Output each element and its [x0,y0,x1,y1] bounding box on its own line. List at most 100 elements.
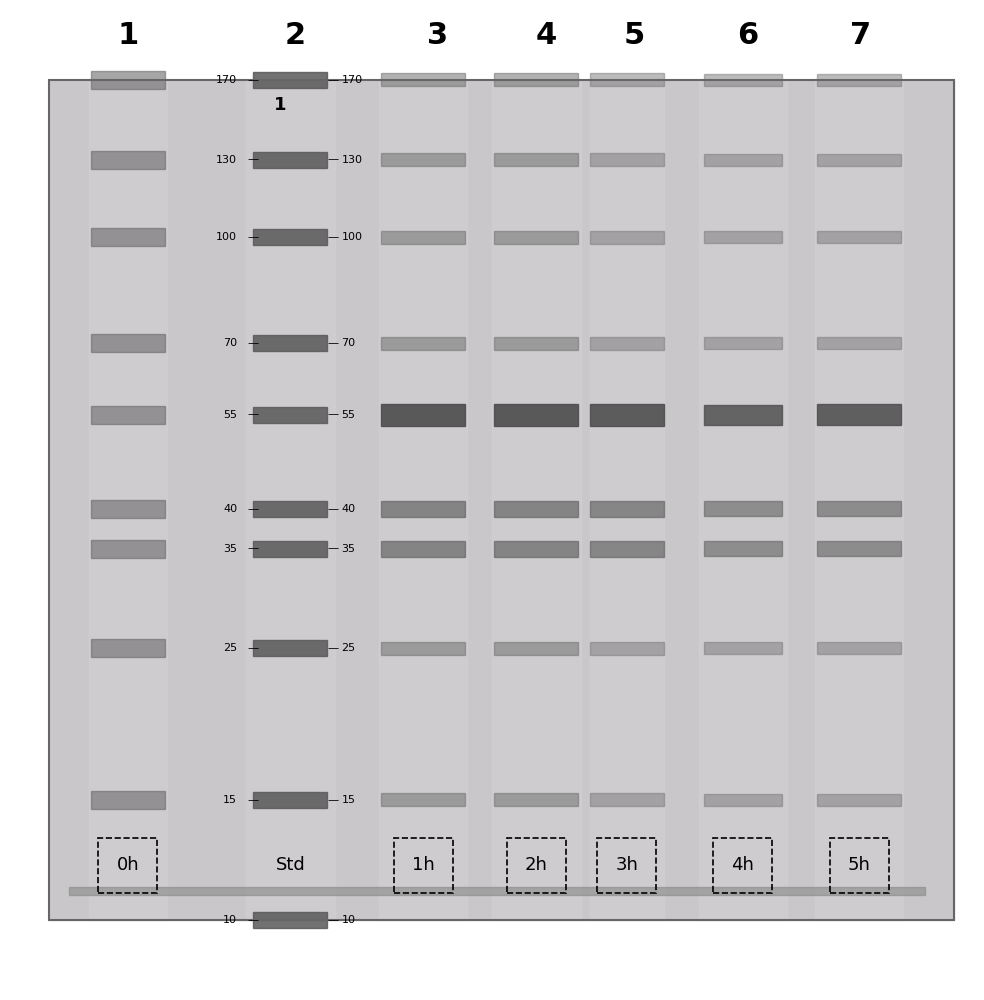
Text: 130: 130 [216,155,237,165]
Bar [495,231,579,244]
Bar [254,72,327,88]
Bar [254,541,327,557]
Bar [704,541,782,556]
Bar [0,0,984,80]
Text: 15: 15 [223,795,237,805]
Text: 170: 170 [216,75,237,85]
Bar [590,337,663,350]
Bar [254,335,327,351]
Bar [590,153,663,166]
Text: 70: 70 [341,338,355,348]
Text: 55: 55 [223,410,237,420]
Bar [382,541,464,557]
Bar [91,540,164,558]
Bar [704,337,782,349]
Bar [246,80,335,920]
Bar [379,80,467,920]
Text: —: — [328,410,338,420]
Bar [91,151,164,169]
Text: 1h: 1h [411,856,435,874]
Bar [817,231,901,243]
Bar [590,80,663,920]
Text: 130: 130 [341,155,362,165]
Text: 100: 100 [341,232,362,242]
Text: 55: 55 [341,410,355,420]
Text: —: — [247,504,258,514]
Text: 10: 10 [223,915,237,925]
Text: —: — [247,338,258,348]
Bar [590,793,663,806]
Bar [815,80,903,920]
Text: —: — [328,155,338,165]
Bar [382,501,464,517]
Bar [704,501,782,516]
Text: 5: 5 [624,20,646,49]
Text: 4h: 4h [731,856,755,874]
Text: 15: 15 [341,795,355,805]
Text: —: — [328,338,338,348]
Bar [254,229,327,245]
Bar [254,912,327,928]
Text: 100: 100 [216,232,237,242]
Text: 1: 1 [117,20,139,49]
Bar [704,154,782,166]
Text: 35: 35 [341,544,355,554]
Bar [590,73,663,86]
Bar [254,152,327,168]
Bar [704,794,782,806]
Text: 2: 2 [284,20,306,49]
Bar [89,80,167,920]
Text: —: — [328,643,338,653]
Bar [495,541,579,557]
Bar [492,80,581,920]
Bar [590,501,663,517]
Bar [69,887,925,895]
Text: Std: Std [276,856,305,874]
Bar [382,404,464,426]
Text: 40: 40 [341,504,355,514]
Bar [817,404,901,425]
Bar [495,404,579,426]
Text: 3h: 3h [615,856,639,874]
Bar [382,337,464,350]
Bar [817,541,901,556]
Bar [254,792,327,808]
Bar [495,642,579,655]
Text: 70: 70 [223,338,237,348]
Text: 1: 1 [275,96,286,114]
Bar [254,407,327,423]
Text: —: — [247,75,258,85]
Bar [91,791,164,809]
Bar [254,640,327,656]
Bar [817,794,901,806]
Bar [382,73,464,86]
Bar [704,405,782,425]
Bar [817,337,901,349]
Text: —: — [247,795,258,805]
Bar [91,639,164,657]
Bar [495,337,579,350]
Bar [495,501,579,517]
Text: —: — [247,155,258,165]
Bar [495,793,579,806]
Text: —: — [328,915,338,925]
Bar [817,154,901,166]
Text: 35: 35 [223,544,237,554]
Text: —: — [328,795,338,805]
Text: —: — [247,643,258,653]
Bar [49,80,954,920]
Bar [91,500,164,518]
Text: 5h: 5h [847,856,871,874]
Text: 3: 3 [427,20,449,49]
Text: 25: 25 [223,643,237,653]
Text: —: — [247,232,258,242]
Bar [590,541,663,557]
Text: 7: 7 [850,20,872,49]
Bar [91,334,164,352]
Bar [91,71,164,89]
Bar [382,231,464,244]
Text: —: — [328,544,338,554]
Bar [817,74,901,86]
Bar [495,153,579,166]
Text: 2h: 2h [524,856,548,874]
